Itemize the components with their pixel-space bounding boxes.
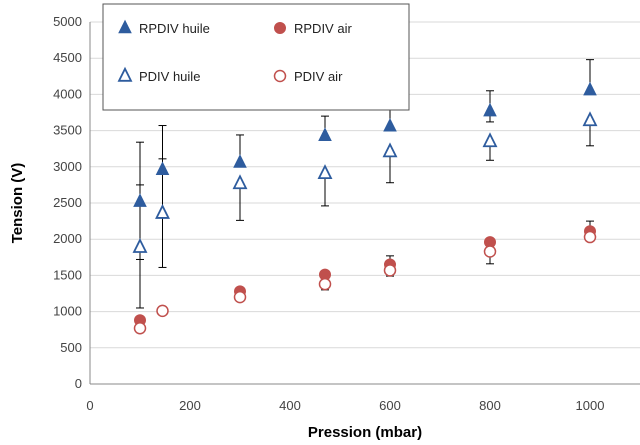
y-axis-title: Tension (V) [9, 163, 26, 244]
y-tick-label-500: 500 [60, 340, 82, 355]
legend-label-rpdiv-air: RPDIV air [294, 21, 352, 36]
point-pdiv-huile-3 [317, 164, 333, 180]
y-tick-label-4000: 4000 [53, 86, 82, 101]
legend-label-pdiv-air: PDIV air [294, 69, 343, 84]
y-tick-label-1000: 1000 [53, 304, 82, 319]
point-rpdiv-huile-1 [155, 161, 170, 175]
x-tick-label-200: 200 [179, 398, 201, 413]
legend-marker-rpdiv-air [274, 22, 286, 34]
x-tick-label-0: 0 [86, 398, 93, 413]
y-tick-labels: 0 500 1000 1500 2000 2500 3000 3500 4000 4500 5000 [53, 14, 82, 391]
legend-item-pdiv-air: PDIV air [273, 69, 343, 84]
legend-label-rpdiv-huile: RPDIV huile [139, 21, 210, 36]
data-points [132, 81, 598, 335]
axes [89, 22, 640, 385]
x-tick-label-600: 600 [379, 398, 401, 413]
point-pdiv-huile-1 [155, 203, 170, 219]
point-pdiv-air-3 [318, 277, 332, 291]
x-tick-labels: 0 200 400 600 800 1000 [86, 398, 604, 413]
legend-marker-pdiv-air [273, 69, 287, 83]
x-tick-label-1000: 1000 [576, 398, 605, 413]
y-tick-label-3500: 3500 [53, 123, 82, 138]
point-rpdiv-huile-2 [233, 154, 247, 168]
point-rpdiv-huile-0 [133, 193, 147, 207]
point-pdiv-air-5 [483, 245, 497, 258]
legend: RPDIV huile RPDIV air PDIV huile PDIV air [102, 3, 410, 111]
point-pdiv-air-6 [583, 230, 597, 244]
legend-item-rpdiv-huile: RPDIV huile [118, 19, 210, 36]
x-axis-title: Pression (mbar) [308, 424, 422, 441]
point-pdiv-air-0 [133, 322, 147, 335]
y-tick-label-5000: 5000 [53, 14, 82, 29]
y-tick-label-1500: 1500 [53, 267, 82, 282]
point-pdiv-huile-4 [382, 142, 398, 158]
y-tick-label-2000: 2000 [53, 231, 82, 246]
point-pdiv-air-2 [233, 290, 247, 304]
point-pdiv-huile-0 [132, 237, 148, 253]
y-tick-label-2500: 2500 [53, 195, 82, 210]
legend-marker-pdiv-huile [117, 66, 133, 82]
error-bar-2-2 [236, 183, 244, 221]
legend-label-pdiv-huile: PDIV huile [139, 69, 200, 84]
point-pdiv-air-1 [156, 304, 169, 318]
y-tick-label-0: 0 [75, 376, 82, 391]
x-tick-label-800: 800 [479, 398, 501, 413]
point-pdiv-huile-5 [482, 132, 498, 148]
x-tick-label-400: 400 [279, 398, 301, 413]
point-rpdiv-huile-6 [583, 81, 597, 96]
point-rpdiv-huile-3 [318, 127, 332, 141]
legend-item-rpdiv-air: RPDIV air [274, 21, 352, 36]
legend-item-pdiv-huile: PDIV huile [117, 66, 200, 84]
legend-box [102, 3, 410, 111]
point-rpdiv-huile-4 [383, 117, 397, 132]
point-pdiv-huile-6 [582, 111, 598, 127]
point-pdiv-air-4 [383, 264, 397, 277]
y-tick-label-3000: 3000 [53, 159, 82, 174]
legend-marker-rpdiv-huile [118, 19, 132, 34]
y-tick-label-4500: 4500 [53, 50, 82, 65]
point-pdiv-huile-2 [232, 174, 248, 190]
point-rpdiv-huile-5 [483, 102, 497, 117]
